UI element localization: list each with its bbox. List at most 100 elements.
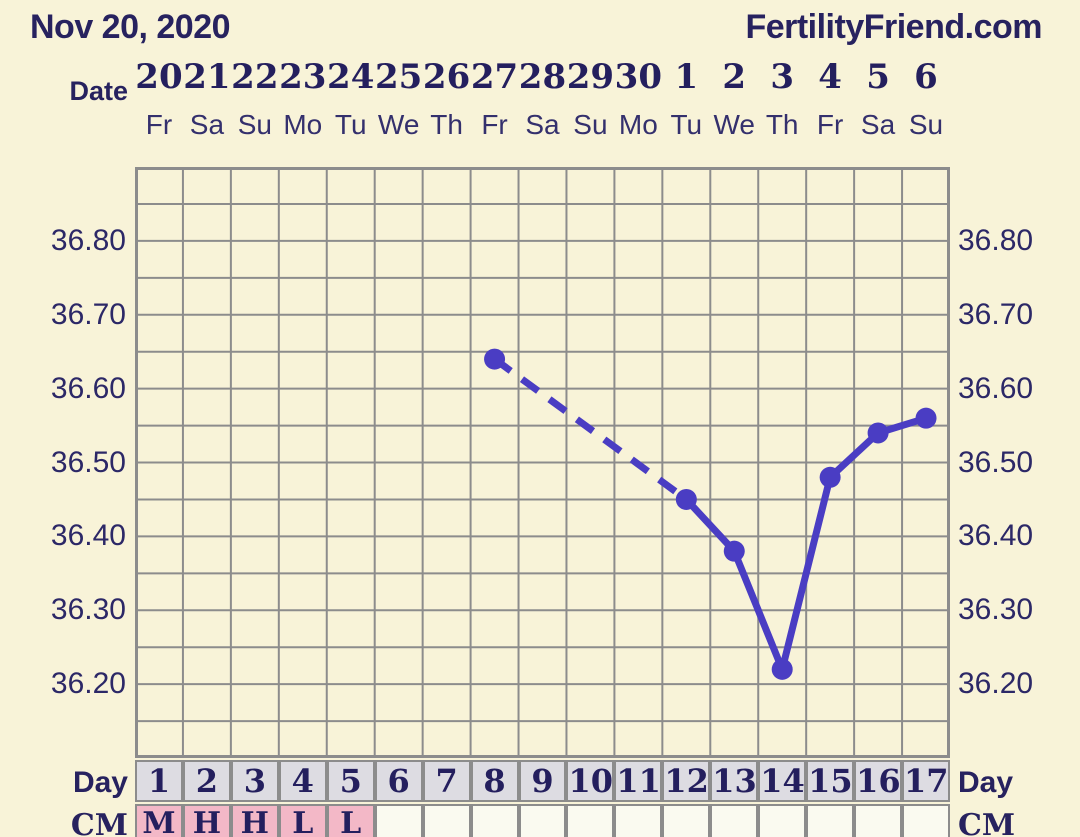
day-cell[interactable]: 10: [566, 760, 615, 802]
weekday-cell: Sa: [525, 109, 560, 140]
cm-row-label-right: CM: [958, 808, 1016, 837]
y-axis-label-right: 36.40: [958, 519, 1034, 553]
weekday-cell: Mo: [283, 109, 323, 140]
date-cell: 21: [183, 57, 231, 97]
day-row-label-right: Day: [958, 766, 1014, 799]
y-axis-label-right: 36.50: [958, 445, 1034, 479]
cm-cell[interactable]: L: [326, 804, 375, 837]
cm-cell[interactable]: [614, 804, 663, 837]
cm-cell[interactable]: [422, 804, 471, 837]
temp-point-day-14[interactable]: [771, 658, 793, 680]
weekday-cell: Su: [573, 109, 608, 140]
cm-cell[interactable]: [710, 804, 759, 837]
brand-link[interactable]: FertilityFriend.com: [745, 8, 1042, 46]
day-cell[interactable]: 16: [854, 760, 902, 802]
cm-cell[interactable]: [902, 804, 950, 837]
date-cell: 2: [722, 57, 747, 97]
cm-cell[interactable]: [566, 804, 615, 837]
y-axis-label-left: 36.60: [50, 371, 126, 405]
y-axis-label-left: 36.30: [50, 593, 126, 627]
date-cell: 23: [279, 57, 327, 97]
date-cell: 29: [566, 57, 615, 97]
day-cell[interactable]: 14: [758, 760, 807, 802]
weekday-cell: We: [713, 109, 755, 140]
y-axis-label-right: 36.30: [958, 593, 1034, 627]
weekday-cell: Su: [237, 109, 272, 140]
day-cell[interactable]: 6: [374, 760, 423, 802]
day-cell[interactable]: 7: [422, 760, 471, 802]
date-cell: 22: [231, 57, 279, 97]
temp-point-day-16[interactable]: [867, 422, 889, 444]
y-axis-label-right: 36.60: [958, 371, 1034, 405]
cm-cell[interactable]: [806, 804, 855, 837]
cm-cell[interactable]: H: [182, 804, 231, 837]
weekday-row: Fr Sa Su Mo Tu We Th Fr Sa Su Mo Tu We Th Fr Sa Su: [135, 108, 950, 142]
weekday-cell: Fr: [816, 109, 844, 140]
cm-cell[interactable]: [662, 804, 711, 837]
day-cell[interactable]: 12: [662, 760, 711, 802]
cm-cell[interactable]: [854, 804, 902, 837]
weekday-cell: Tu: [334, 109, 367, 140]
weekday-cell: Sa: [189, 109, 225, 140]
weekday-cell: Th: [765, 109, 799, 140]
y-axis-label-left: 36.20: [50, 667, 126, 701]
date-cell: 28: [518, 57, 567, 97]
date-cell: 5: [866, 57, 890, 97]
y-axis-label-left: 36.40: [50, 519, 126, 553]
day-cell[interactable]: 2: [182, 760, 231, 802]
day-cell[interactable]: 5: [326, 760, 375, 802]
weekday-cell: Su: [908, 109, 944, 140]
cm-cell[interactable]: [758, 804, 807, 837]
day-cell[interactable]: 1: [135, 760, 183, 802]
weekday-cell: Fr: [145, 109, 173, 140]
date-cell: 3: [770, 57, 794, 97]
temp-line-dashed: [492, 356, 689, 503]
day-row-label-left: Day: [72, 766, 128, 799]
y-axis-label-right: 36.80: [958, 223, 1034, 257]
cm-cell[interactable]: [518, 804, 567, 837]
date-cell: 24: [327, 57, 375, 97]
y-axis-label-right: 36.70: [958, 297, 1034, 331]
weekday-cell: Th: [430, 109, 463, 140]
cycle-day-row: 1 2 3 4 5 6 7 8 9 10 11 12 13 14 15 16 17: [135, 760, 950, 802]
day-cell[interactable]: 15: [806, 760, 855, 802]
page-title-date: Nov 20, 2020: [30, 8, 231, 46]
day-cell[interactable]: 11: [614, 760, 663, 802]
cm-row-label-left: CM: [70, 808, 128, 837]
weekday-cell: Tu: [670, 109, 703, 140]
temperature-chart-svg: [135, 167, 950, 758]
cm-cell[interactable]: M: [135, 804, 183, 837]
day-cell[interactable]: 9: [518, 760, 567, 802]
weekday-cell: Mo: [618, 109, 658, 140]
day-cell[interactable]: 4: [278, 760, 327, 802]
day-cell[interactable]: 3: [230, 760, 279, 802]
day-cell[interactable]: 17: [902, 760, 950, 802]
day-cell[interactable]: 13: [710, 760, 759, 802]
grid-border: [135, 167, 950, 758]
cm-cell[interactable]: [470, 804, 519, 837]
y-axis-label-left: 36.70: [50, 297, 126, 331]
temp-point-day-17[interactable]: [915, 407, 937, 429]
temp-point-day-12[interactable]: [675, 488, 697, 510]
y-axis-label-left: 36.80: [50, 223, 126, 257]
date-cell: 1: [674, 57, 699, 97]
temp-point-day-15[interactable]: [819, 466, 841, 488]
cm-cell[interactable]: L: [278, 804, 327, 837]
date-cell: 27: [470, 57, 519, 97]
temp-point-day-13[interactable]: [723, 540, 745, 562]
date-cell: 25: [374, 57, 423, 97]
cm-cell[interactable]: [374, 804, 423, 837]
date-cell: 4: [818, 57, 842, 97]
date-row-label: Date: [69, 76, 128, 106]
temp-point-day-8[interactable]: [484, 348, 506, 370]
date-cell: 20: [135, 57, 183, 97]
y-axis-label-right: 36.20: [958, 667, 1034, 701]
weekday-cell: Fr: [481, 109, 508, 140]
date-cell: 6: [914, 57, 938, 97]
date-number-row: 20 21 22 23 24 25 26 27 28 29 30 1 2 3 4 5 6: [135, 56, 950, 98]
weekday-cell: We: [377, 109, 420, 140]
cm-cell[interactable]: H: [230, 804, 279, 837]
day-cell[interactable]: 8: [470, 760, 519, 802]
